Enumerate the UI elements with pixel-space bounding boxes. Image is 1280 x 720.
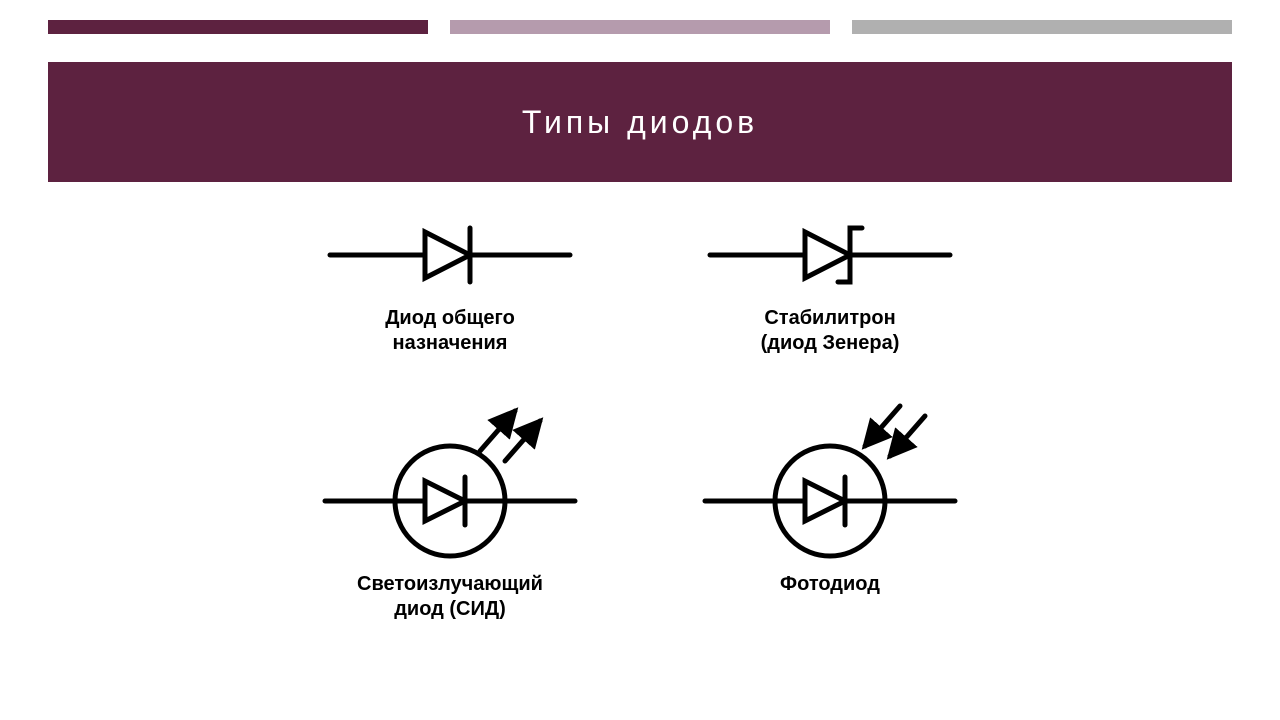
stripe-3 [852, 20, 1232, 34]
top-stripes [48, 20, 1232, 34]
slide: Типы диодов Диод общего назначения [0, 0, 1280, 720]
diode-photodiode-label: Фотодиод [780, 572, 880, 597]
label-line: Диод общего [385, 307, 515, 329]
diode-general-label: Диод общего назначения [385, 306, 515, 356]
label-line: Стабилитрон [764, 307, 895, 329]
diode-general: Диод общего назначения [300, 210, 600, 356]
label-line: диод (СИД) [394, 598, 506, 620]
label-line: Фотодиод [780, 573, 880, 595]
page-title: Типы диодов [522, 104, 758, 141]
diode-led-label: Светоизлучающий диод (СИД) [357, 572, 543, 622]
row-2: Светоизлучающий диод (СИД) [0, 391, 1280, 622]
diode-zener-label: Стабилитрон (диод Зенера) [761, 306, 900, 356]
label-line: назначения [393, 332, 508, 354]
stripe-2 [450, 20, 830, 34]
diode-led: Светоизлучающий диод (СИД) [300, 391, 600, 622]
stripe-1 [48, 20, 428, 34]
label-line: Светоизлучающий [357, 573, 543, 595]
title-bar: Типы диодов [48, 62, 1232, 182]
diode-zener-symbol [700, 210, 960, 300]
diode-zener: Стабилитрон (диод Зенера) [680, 210, 980, 356]
diode-photodiode: Фотодиод [680, 391, 980, 622]
content-area: Диод общего назначения Стабилитрон (диод… [0, 210, 1280, 720]
diode-photodiode-symbol [690, 391, 970, 566]
diode-led-symbol [310, 391, 590, 566]
label-line: (диод Зенера) [761, 332, 900, 354]
diode-general-symbol [320, 210, 580, 300]
row-1: Диод общего назначения Стабилитрон (диод… [0, 210, 1280, 356]
